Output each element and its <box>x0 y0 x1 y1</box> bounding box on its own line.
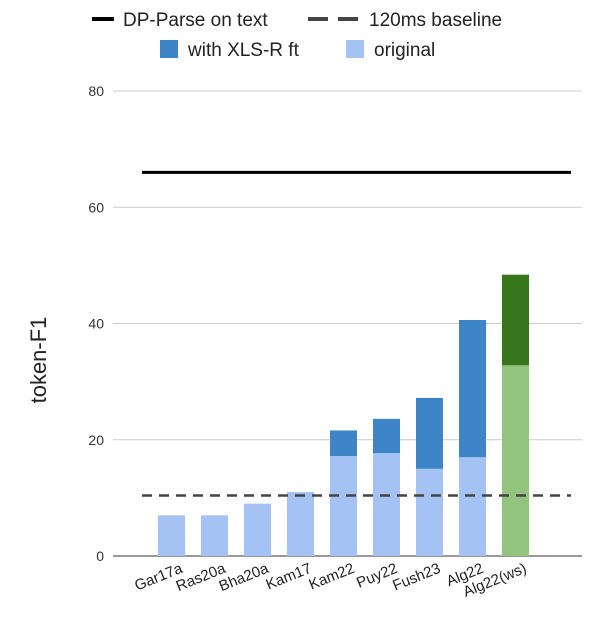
x-tick-Kam22: Kam22 <box>307 560 357 594</box>
y-tick-20: 20 <box>88 432 104 448</box>
bar-Kam22-xlsr <box>330 430 357 457</box>
bar-Alg22(ws)-original <box>502 365 529 556</box>
bar-Gar17a-original <box>158 515 185 556</box>
bar-Ras20a-original <box>201 515 228 556</box>
bar-Fush23-xlsr <box>416 397 443 469</box>
legend-swatch-original <box>346 40 364 58</box>
legend-label-original: original <box>374 40 435 61</box>
x-tick-Kam17: Kam17 <box>264 560 314 594</box>
y-tick-60: 60 <box>88 199 104 215</box>
bar-Puy22-xlsr <box>373 418 400 454</box>
y-tick-0: 0 <box>96 548 104 564</box>
y-axis-label: token-F1 <box>26 317 51 404</box>
bar-Alg22-original <box>459 457 486 556</box>
bar-Alg22(ws)-xlsr <box>502 274 529 366</box>
legend-label-xlsr: with XLS-R ft <box>187 40 300 61</box>
x-tick-Fush23: Fush23 <box>390 560 443 595</box>
y-tick-labels: 0 20 40 60 80 <box>88 83 104 564</box>
bar-Fush23-original <box>416 468 443 556</box>
bar-Alg22-xlsr <box>459 320 486 458</box>
y-tick-40: 40 <box>88 316 104 332</box>
reference-lines <box>142 170 571 497</box>
legend-label-baseline: 120ms baseline <box>369 10 502 31</box>
legend-label-dp-parse: DP-Parse on text <box>123 10 268 31</box>
bar-Puy22-original <box>373 453 400 556</box>
bar-Kam22-original <box>330 456 357 556</box>
y-tick-80: 80 <box>88 83 104 99</box>
bar-Kam17-original <box>287 492 314 556</box>
bars <box>158 274 529 556</box>
bar-Bha20a-original <box>244 503 271 556</box>
legend: DP-Parse on text 120ms baseline with XLS… <box>92 10 502 61</box>
legend-swatch-xlsr <box>160 40 178 58</box>
